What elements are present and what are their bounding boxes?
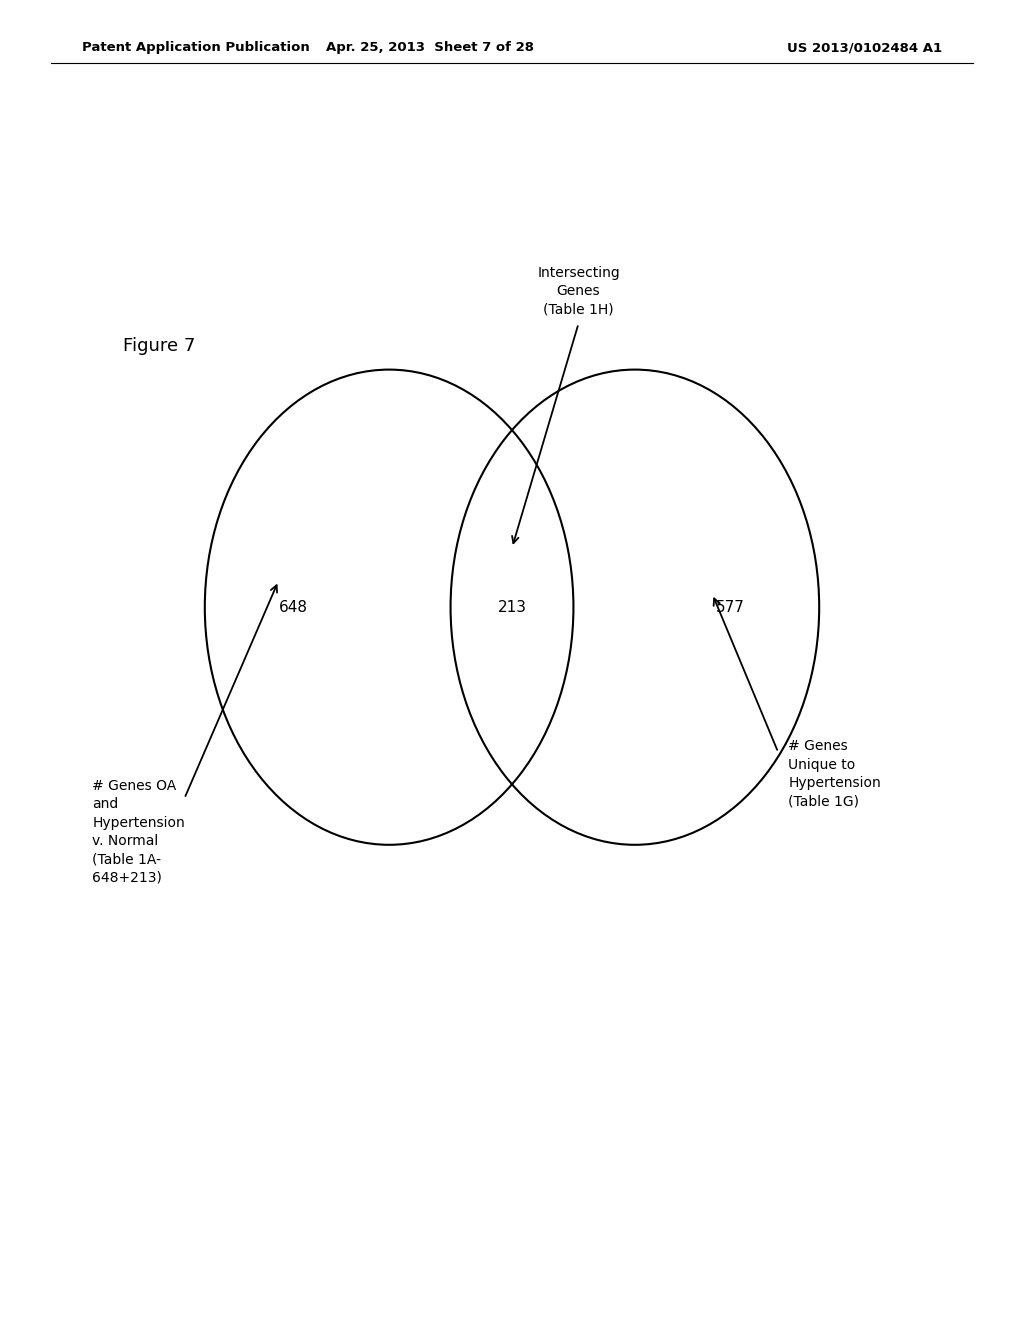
Text: 577: 577 (717, 599, 745, 615)
Text: Patent Application Publication: Patent Application Publication (82, 41, 309, 54)
Text: Apr. 25, 2013  Sheet 7 of 28: Apr. 25, 2013 Sheet 7 of 28 (326, 41, 535, 54)
Text: # Genes
Unique to
Hypertension
(Table 1G): # Genes Unique to Hypertension (Table 1G… (788, 739, 882, 808)
Text: # Genes OA
and
Hypertension
v. Normal
(Table 1A-
648+213): # Genes OA and Hypertension v. Normal (T… (92, 779, 185, 884)
Text: Figure 7: Figure 7 (123, 337, 196, 355)
Text: 648: 648 (279, 599, 308, 615)
Text: US 2013/0102484 A1: US 2013/0102484 A1 (787, 41, 942, 54)
Text: Intersecting
Genes
(Table 1H): Intersecting Genes (Table 1H) (538, 267, 620, 317)
Text: 213: 213 (498, 599, 526, 615)
